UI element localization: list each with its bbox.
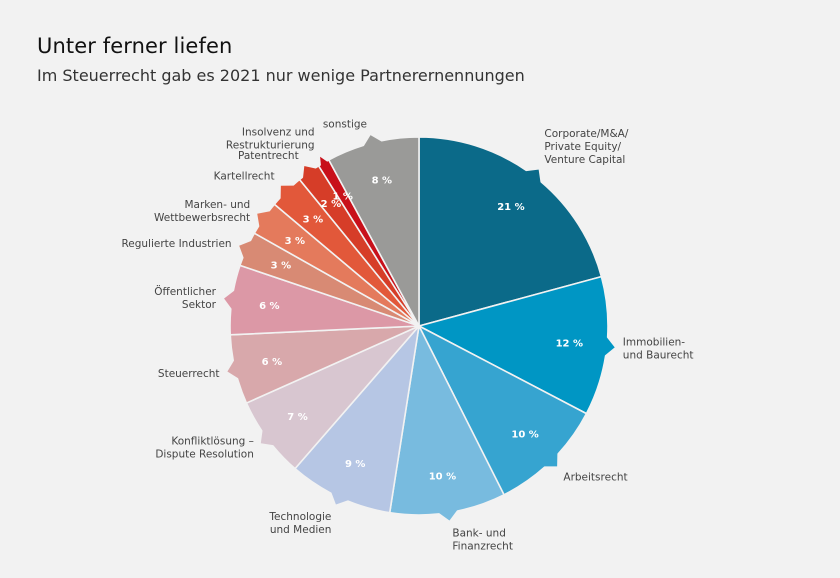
pie-slice-4 — [294, 325, 420, 514]
pie-slice-0 — [418, 136, 603, 327]
pie-slice-10 — [273, 178, 420, 327]
slice-category-label-line: Bank- und — [452, 528, 505, 540]
slice-category-label: Arbeitsrecht — [563, 472, 627, 484]
slice-value-label: 12 % — [556, 338, 583, 349]
slice-value-label: 21 % — [497, 202, 524, 213]
slice-value-label: 10 % — [511, 430, 538, 441]
slice-value-label: 6 % — [262, 357, 282, 368]
slice-value-label: 3 % — [285, 236, 305, 247]
pie-slice-3 — [388, 325, 505, 523]
slice-value-label: 3 % — [303, 214, 323, 225]
slice-value-label: 2 % — [321, 199, 341, 210]
slice-category-label-line: Patentrecht — [238, 150, 299, 162]
slice-category-label: Marken- und Wettbewerbsrecht — [154, 199, 250, 224]
chart-subtitle: Im Steuerrecht gab es 2021 nur wenige Pa… — [37, 66, 525, 85]
slice-category-label-line: Restrukturierung — [226, 140, 315, 152]
slice-category-label: Steuerrecht — [158, 368, 220, 380]
slice-category-label-line: Immobilien- — [623, 337, 686, 349]
slice-category-label-line: Dispute Resolution — [155, 448, 254, 460]
slice-category-label-line: Wettbewerbsrecht — [154, 212, 250, 224]
pie-slice-2 — [418, 325, 588, 496]
slice-category-label-line: Marken- und — [184, 199, 250, 211]
slice-value-label: 6 % — [259, 301, 279, 312]
slice-category-label: Corporate/M&A/Private Equity/Venture Cap… — [544, 128, 628, 166]
slice-category-label-line: Finanzrecht — [452, 541, 513, 553]
slice-category-label: Kartellrecht — [214, 170, 275, 182]
slice-category-label: Technologie und Medien — [268, 511, 331, 536]
slice-category-label-line: und Baurecht — [623, 350, 694, 362]
pie-slice-5 — [245, 325, 420, 470]
slice-category-label: Insolvenz und Restrukturierung — [226, 127, 315, 152]
slice-value-label: 7 % — [287, 412, 307, 423]
slice-category-label: Konfliktlösung – Dispute Resolution — [155, 435, 254, 460]
slice-category-label-line: Corporate/M&A/ — [544, 128, 628, 140]
slice-category-label-line: und Medien — [270, 524, 332, 536]
slice-category-label-line: Arbeitsrecht — [563, 472, 627, 484]
pie-slice-13 — [327, 133, 420, 327]
slice-category-label: Öffentlicher Sektor — [154, 285, 216, 311]
slice-category-label-line: Kartellrecht — [214, 170, 275, 182]
slice-category-label-line: Konfliktlösung – — [171, 435, 254, 447]
slice-category-label-line: Steuerrecht — [158, 368, 220, 380]
slice-category-label-line: Sektor — [182, 299, 217, 311]
slice-category-label-line: Regulierte Industrien — [121, 238, 231, 250]
pie-slice-7 — [222, 264, 420, 336]
slice-category-label-line: sonstige — [323, 118, 367, 130]
slice-category-label: Immobilien-und Baurecht — [623, 337, 694, 362]
slice-value-label: 3 % — [271, 260, 291, 271]
pie-slice-1 — [418, 275, 617, 415]
slice-category-label-line: Private Equity/ — [544, 141, 621, 153]
slice-category-label: sonstige — [323, 118, 367, 130]
slice-value-label: 9 % — [345, 459, 365, 470]
chart-title: Unter ferner liefen — [37, 34, 233, 58]
pie-slice-6 — [225, 325, 420, 404]
slice-value-label: 8 % — [372, 176, 392, 187]
slice-category-label: Patentrecht — [238, 150, 299, 162]
pie-slice-8 — [237, 232, 420, 327]
slice-category-label: Regulierte Industrien — [121, 238, 231, 250]
slice-category-label-line: Öffentlicher — [154, 285, 216, 298]
slice-category-label: Bank- und Finanzrecht — [452, 528, 513, 553]
slice-category-label-line: Venture Capital — [544, 154, 625, 166]
slice-category-label-line: Technologie — [268, 511, 331, 523]
slice-value-label: 1 % — [332, 192, 352, 203]
slice-category-label-line: Insolvenz und — [242, 127, 315, 139]
slice-value-label: 10 % — [429, 471, 456, 482]
pie-slice-9 — [253, 203, 420, 327]
